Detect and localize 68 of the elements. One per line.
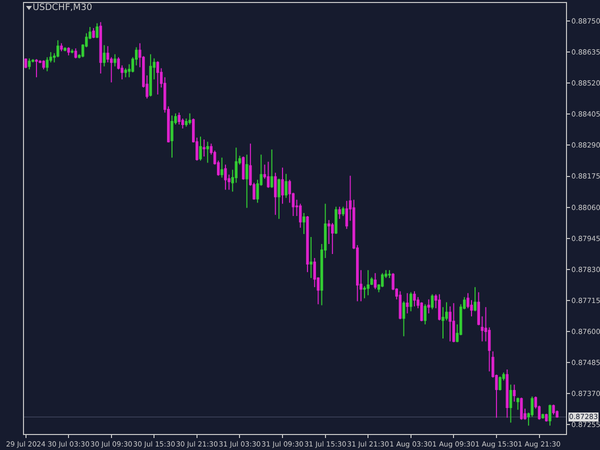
candlestick <box>266 161 270 188</box>
candlestick <box>245 154 248 208</box>
candlestick <box>334 206 338 235</box>
candlestick <box>92 28 95 39</box>
candlestick <box>506 369 509 418</box>
candlestick <box>224 164 227 190</box>
candlestick <box>448 306 452 342</box>
candlestick <box>342 206 345 216</box>
candlestick <box>520 397 523 420</box>
candlestick <box>102 44 106 67</box>
candlestick <box>541 413 544 420</box>
candlestick <box>306 215 309 273</box>
candlestick <box>274 172 277 216</box>
candlestick <box>430 294 434 310</box>
candlestick <box>374 272 377 290</box>
candlestick <box>548 404 552 426</box>
candlestick <box>298 203 302 228</box>
candlestick <box>64 46 66 52</box>
candlestick <box>35 58 38 78</box>
candlestick <box>552 404 555 416</box>
candlestick <box>70 48 74 54</box>
candlestick <box>178 112 180 125</box>
candlestick <box>410 292 412 312</box>
candlestick <box>96 22 98 39</box>
candlestick <box>281 167 284 204</box>
candlestick <box>516 397 520 410</box>
candlestick <box>114 54 116 67</box>
candlestick <box>452 302 456 343</box>
candlestick <box>545 413 548 422</box>
candlestick <box>474 286 476 312</box>
candlestick <box>202 139 206 158</box>
candlestick <box>331 222 334 254</box>
candlestick <box>284 173 288 198</box>
candlestick <box>310 236 312 279</box>
candlestick <box>402 300 406 337</box>
candlestick <box>28 58 31 70</box>
candlestick <box>242 156 245 180</box>
candlestick <box>509 384 512 424</box>
candlestick <box>398 290 402 320</box>
candlestick <box>220 157 224 178</box>
candlestick <box>438 294 441 321</box>
candlestick <box>149 54 152 97</box>
candlestick <box>199 136 202 162</box>
candlestick <box>406 292 409 314</box>
candlestick <box>427 298 430 314</box>
candlestick <box>498 376 502 392</box>
candlestick <box>42 60 45 70</box>
candlestick <box>99 22 102 74</box>
candlestick <box>67 46 70 56</box>
candlestick <box>366 270 370 296</box>
candlestick <box>338 206 341 220</box>
candlestick <box>156 60 160 95</box>
candlestick <box>170 115 174 158</box>
candlestick <box>413 290 416 307</box>
candlestick <box>278 178 280 220</box>
candlestick <box>388 270 391 279</box>
candlestick <box>302 212 306 235</box>
candlestick <box>124 68 127 78</box>
candlestick <box>512 384 516 402</box>
candlestick <box>24 58 28 69</box>
candlestick <box>424 304 427 325</box>
candlestick <box>270 149 274 188</box>
chart-title: USDCHF,M30 <box>32 3 92 14</box>
candlestick <box>442 306 444 339</box>
candlestick <box>188 112 192 125</box>
candlestick <box>60 42 63 52</box>
candlestick <box>74 48 78 59</box>
candlestick <box>206 141 210 164</box>
